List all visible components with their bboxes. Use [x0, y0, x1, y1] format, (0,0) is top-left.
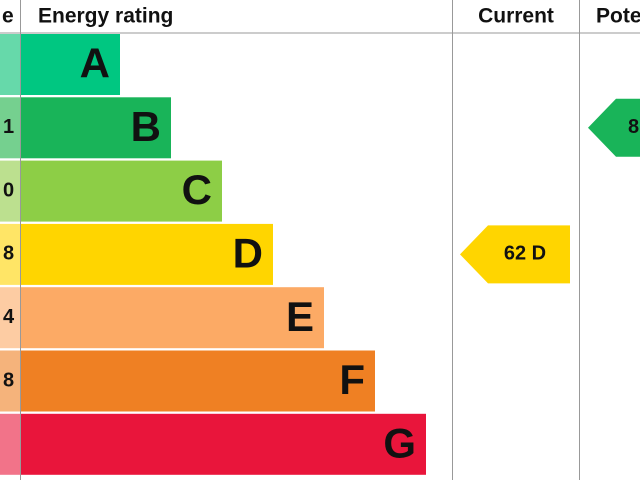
band-bar	[21, 97, 171, 159]
score-cell	[0, 223, 20, 285]
potential-label: 8	[628, 116, 639, 138]
band-letter: E	[286, 293, 314, 340]
current-arrow	[460, 225, 570, 284]
band-bar	[21, 34, 120, 95]
band-bar	[21, 350, 375, 412]
current-label: 62 D	[504, 243, 546, 265]
score-cell	[0, 350, 20, 412]
band-letter: A	[80, 40, 110, 87]
score-cell	[0, 287, 20, 349]
band-letter: F	[339, 356, 365, 403]
score-cell	[0, 413, 20, 475]
band-letter: G	[383, 419, 416, 466]
score-text: 1	[3, 116, 14, 138]
band-letter: B	[131, 103, 161, 150]
header-potential: Pote	[596, 5, 640, 28]
band-bar	[21, 287, 324, 349]
score-text: 4	[3, 306, 15, 328]
score-text: 8	[3, 369, 14, 391]
score-cell	[0, 160, 20, 222]
header-rating: Energy rating	[38, 5, 173, 28]
score-text: 8	[3, 243, 14, 265]
band-letter: D	[233, 229, 263, 276]
score-cell	[0, 34, 20, 95]
score-text: 0	[3, 179, 14, 201]
band-letter: C	[182, 166, 212, 213]
header-score: e	[2, 5, 14, 28]
header-current: Current	[478, 5, 554, 28]
band-bar	[21, 413, 426, 475]
band-bar	[21, 160, 222, 222]
band-bar	[21, 223, 273, 285]
potential-arrow	[588, 98, 640, 157]
score-cell	[0, 97, 20, 159]
